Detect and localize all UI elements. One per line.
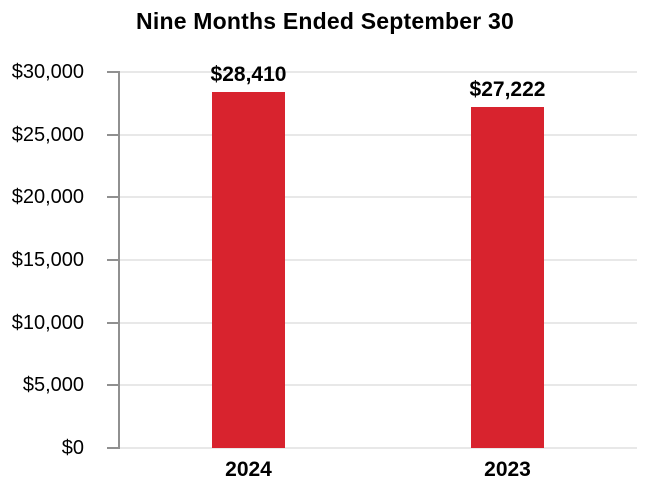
x-axis-category-label: 2023 xyxy=(484,458,531,481)
gridline xyxy=(119,384,637,387)
y-axis-tick-label: $5,000 xyxy=(22,374,84,397)
gridline xyxy=(119,447,637,449)
y-axis-tick xyxy=(107,321,119,324)
bar xyxy=(212,91,285,448)
y-axis-tick xyxy=(107,384,119,387)
y-axis-tick-label: $10,000 xyxy=(11,311,84,334)
gridline xyxy=(119,71,637,73)
y-axis-tick xyxy=(107,133,119,136)
gridline xyxy=(119,259,637,261)
y-axis-tick-label: $25,000 xyxy=(11,123,84,146)
x-axis-category-label: 2024 xyxy=(225,458,272,481)
gridline xyxy=(119,321,637,324)
bar-value-label: $28,410 xyxy=(210,62,287,86)
y-axis-tick-label: $20,000 xyxy=(11,186,84,209)
chart-title: Nine Months Ended September 30 xyxy=(136,8,514,34)
y-axis-tick-label: $0 xyxy=(61,437,84,459)
bar xyxy=(471,106,544,448)
y-axis-tick-label: $30,000 xyxy=(11,61,84,83)
y-axis-tick xyxy=(107,447,119,449)
gridline xyxy=(119,133,637,136)
y-axis-tick xyxy=(107,71,119,73)
y-axis-tick xyxy=(107,196,119,199)
y-axis-tick xyxy=(107,259,119,261)
bar-value-label: $27,222 xyxy=(469,77,546,101)
gridline xyxy=(119,196,637,199)
y-axis-tick-label: $15,000 xyxy=(11,249,84,271)
y-axis-line xyxy=(118,71,120,449)
